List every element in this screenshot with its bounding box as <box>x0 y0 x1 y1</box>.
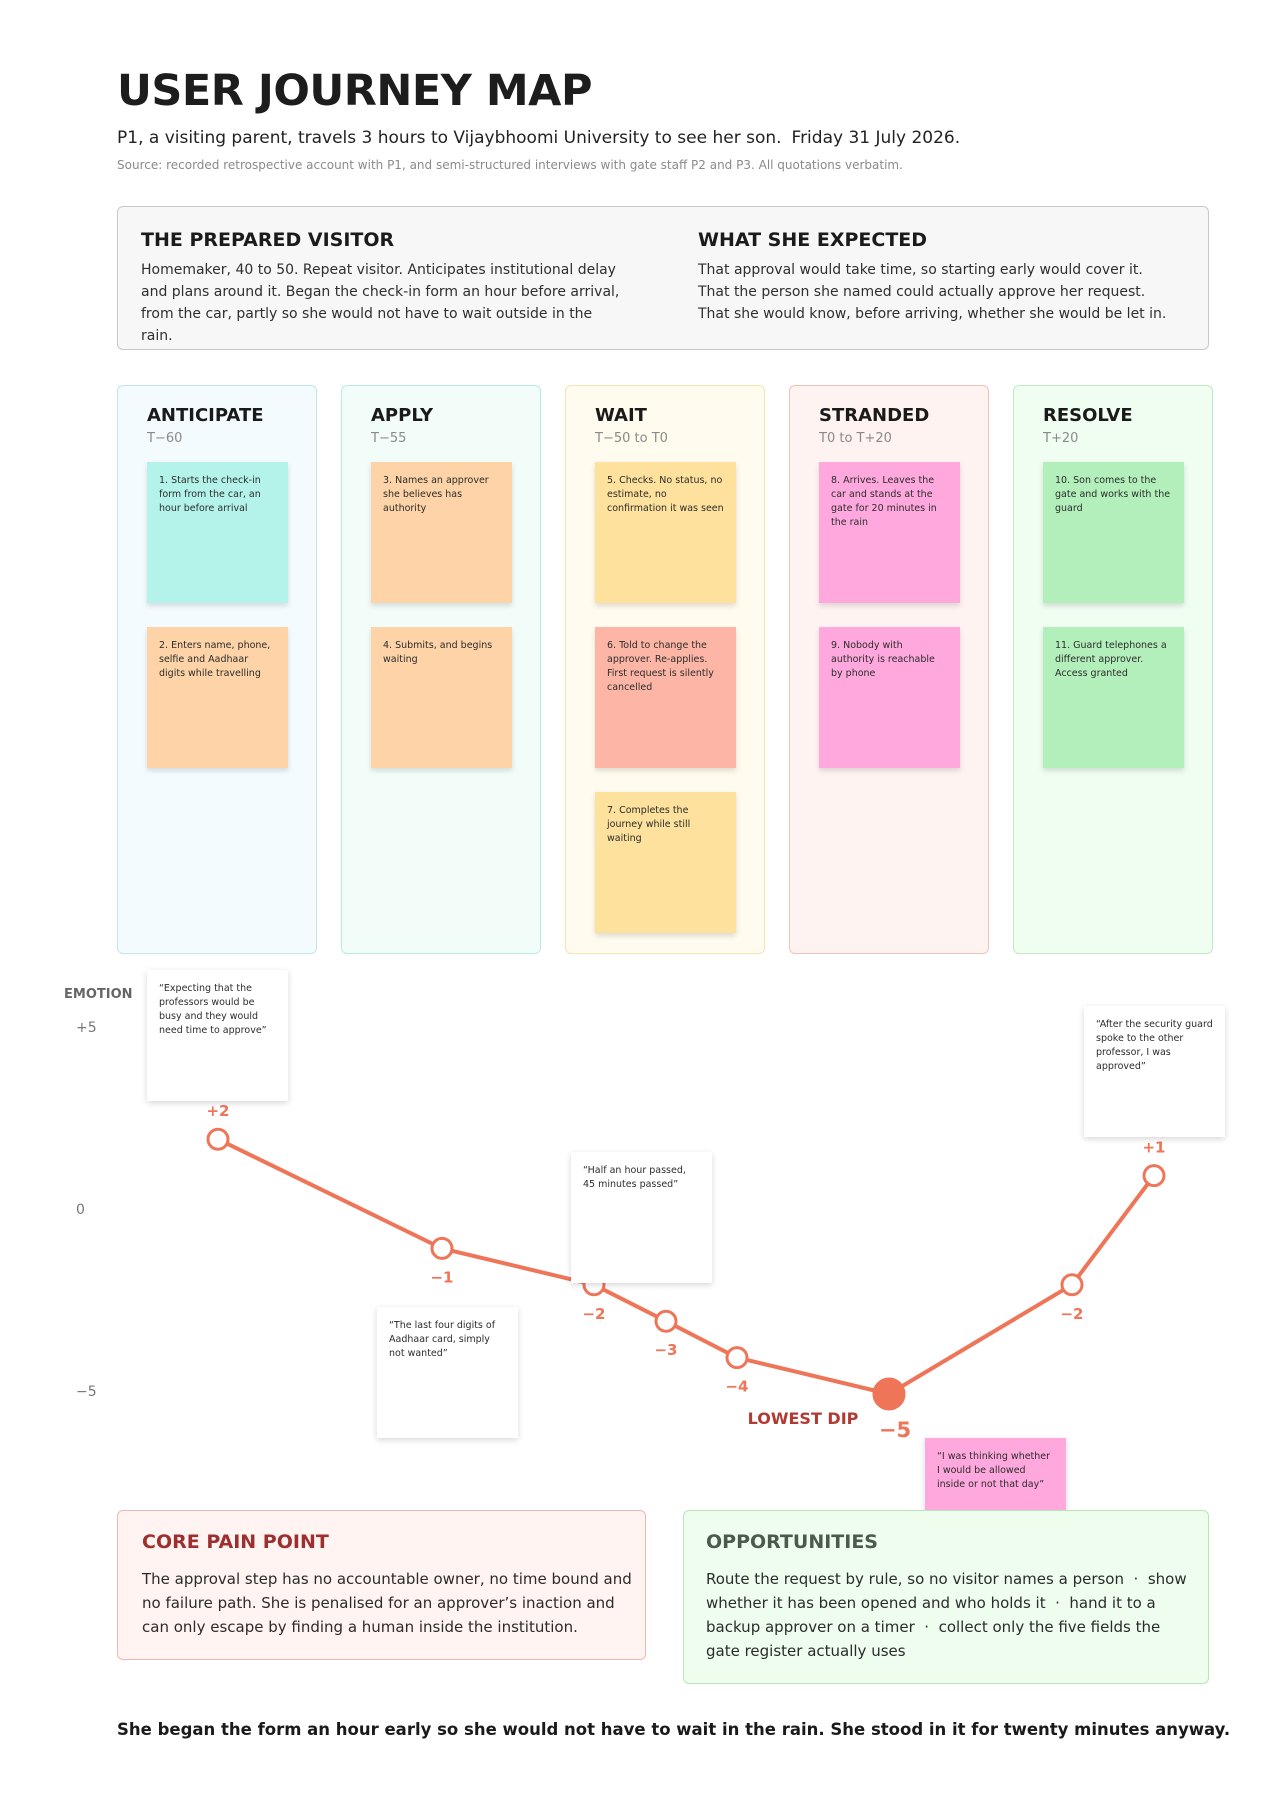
pain-text: The approval step has no accountable own… <box>142 1570 632 1636</box>
sticky-note: 11. Guard telephones a different approve… <box>1043 627 1184 768</box>
emotion-point-label: +1 <box>1142 1139 1165 1157</box>
emotion-line <box>216 1137 1156 1396</box>
persona-column: THE PREPARED VISITOR Homemaker, 40 to 50… <box>141 229 621 347</box>
emotion-point-label: +2 <box>206 1102 229 1120</box>
emotion-point <box>654 1309 678 1333</box>
lowest-dip-label: LOWEST DIP <box>748 1409 859 1428</box>
quote-note: “Expecting that the professors would be … <box>147 970 288 1101</box>
subtitle-main: P1, a visiting parent, travels 3 hours t… <box>117 128 782 148</box>
emotion-axis-title: EMOTION <box>64 987 133 1002</box>
emotion-point-label: −1 <box>430 1268 453 1286</box>
emotion-point-label: −4 <box>725 1378 748 1396</box>
expectation-text: That approval would take time, so starti… <box>698 262 1167 322</box>
sticky-note: 10. Son comes to the gate and works with… <box>1043 462 1184 603</box>
sticky-note: 5. Checks. No status, no estimate, no co… <box>595 462 736 603</box>
persona-panel: THE PREPARED VISITOR Homemaker, 40 to 50… <box>117 206 1209 350</box>
opportunities-title: OPPORTUNITIES <box>706 1531 878 1553</box>
opportunities-text: Route the request by rule, so no visitor… <box>706 1570 1187 1660</box>
quote-note: “Half an hour passed, 45 minutes passed” <box>571 1152 712 1283</box>
emotion-point <box>872 1377 906 1411</box>
source-note: Source: recorded retrospective account w… <box>117 158 903 172</box>
expectation-column: WHAT SHE EXPECTED That approval would ta… <box>698 229 1178 325</box>
sticky-note: 3. Names an approver she believes has au… <box>371 462 512 603</box>
quote-note: “I was thinking whether I would be allow… <box>925 1438 1066 1516</box>
emotion-tick-zero: 0 <box>76 1202 85 1218</box>
quote-note: “The last four digits of Aadhaar card, s… <box>377 1307 518 1438</box>
sticky-note: 7. Completes the journey while still wai… <box>595 792 736 933</box>
stage-title: STRANDED <box>819 405 930 426</box>
stage-title: APPLY <box>371 405 434 426</box>
stage-time: T+20 <box>1043 431 1079 446</box>
expectation-title: WHAT SHE EXPECTED <box>698 229 928 251</box>
emotion-point <box>725 1346 749 1370</box>
pain-title: CORE PAIN POINT <box>142 1531 329 1553</box>
emotion-point-label: −2 <box>1060 1305 1083 1323</box>
sticky-note: 1. Starts the check-in form from the car… <box>147 462 288 603</box>
sticky-note: 2. Enters name, phone, selfie and Aadhaa… <box>147 627 288 768</box>
sticky-note: 4. Submits, and begins waiting <box>371 627 512 768</box>
emotion-tick-minus5: −5 <box>76 1384 97 1400</box>
emotion-points: +2 −1 −2 −3 −4 −5 LOWEST DIP −2 +1 <box>206 1102 1165 1442</box>
quote-note: “After the security guard spoke to the o… <box>1084 1006 1225 1137</box>
stage-time: T−60 <box>147 431 183 446</box>
persona-text: Homemaker, 40 to 50. Repeat visitor. Ant… <box>141 262 620 344</box>
page-title: USER JOURNEY MAP <box>117 66 592 116</box>
emotion-tick-plus5: +5 <box>76 1020 97 1036</box>
closing-statement: She began the form an hour early so she … <box>117 1720 1231 1739</box>
subtitle-date: Friday 31 July 2026. <box>791 128 961 148</box>
sticky-note: 9. Nobody with authority is reachable by… <box>819 627 960 768</box>
emotion-point-label: −3 <box>654 1341 677 1359</box>
emotion-point <box>1060 1273 1084 1297</box>
stage-time: T−55 <box>371 431 407 446</box>
core-pain-point: CORE PAIN POINT The approval step has no… <box>117 1510 646 1660</box>
stage-title: WAIT <box>595 405 647 426</box>
persona-title: THE PREPARED VISITOR <box>141 229 395 251</box>
opportunities-panel: OPPORTUNITIES Route the request by rule,… <box>683 1510 1209 1684</box>
emotion-point <box>1142 1164 1166 1188</box>
stage-time: T0 to T+20 <box>819 431 892 446</box>
emotion-point-label: −5 <box>879 1418 911 1442</box>
stage-time: T−50 to T0 <box>595 431 668 446</box>
emotion-point-label: −2 <box>582 1305 605 1323</box>
page-subtitle: P1, a visiting parent, travels 3 hours t… <box>117 128 960 148</box>
stage-title: RESOLVE <box>1043 405 1133 426</box>
sticky-note: 8. Arrives. Leaves the car and stands at… <box>819 462 960 603</box>
emotion-point <box>430 1236 454 1260</box>
stage-title: ANTICIPATE <box>147 405 264 426</box>
emotion-point <box>206 1127 230 1151</box>
sticky-note: 6. Told to change the approver. Re-appli… <box>595 627 736 768</box>
